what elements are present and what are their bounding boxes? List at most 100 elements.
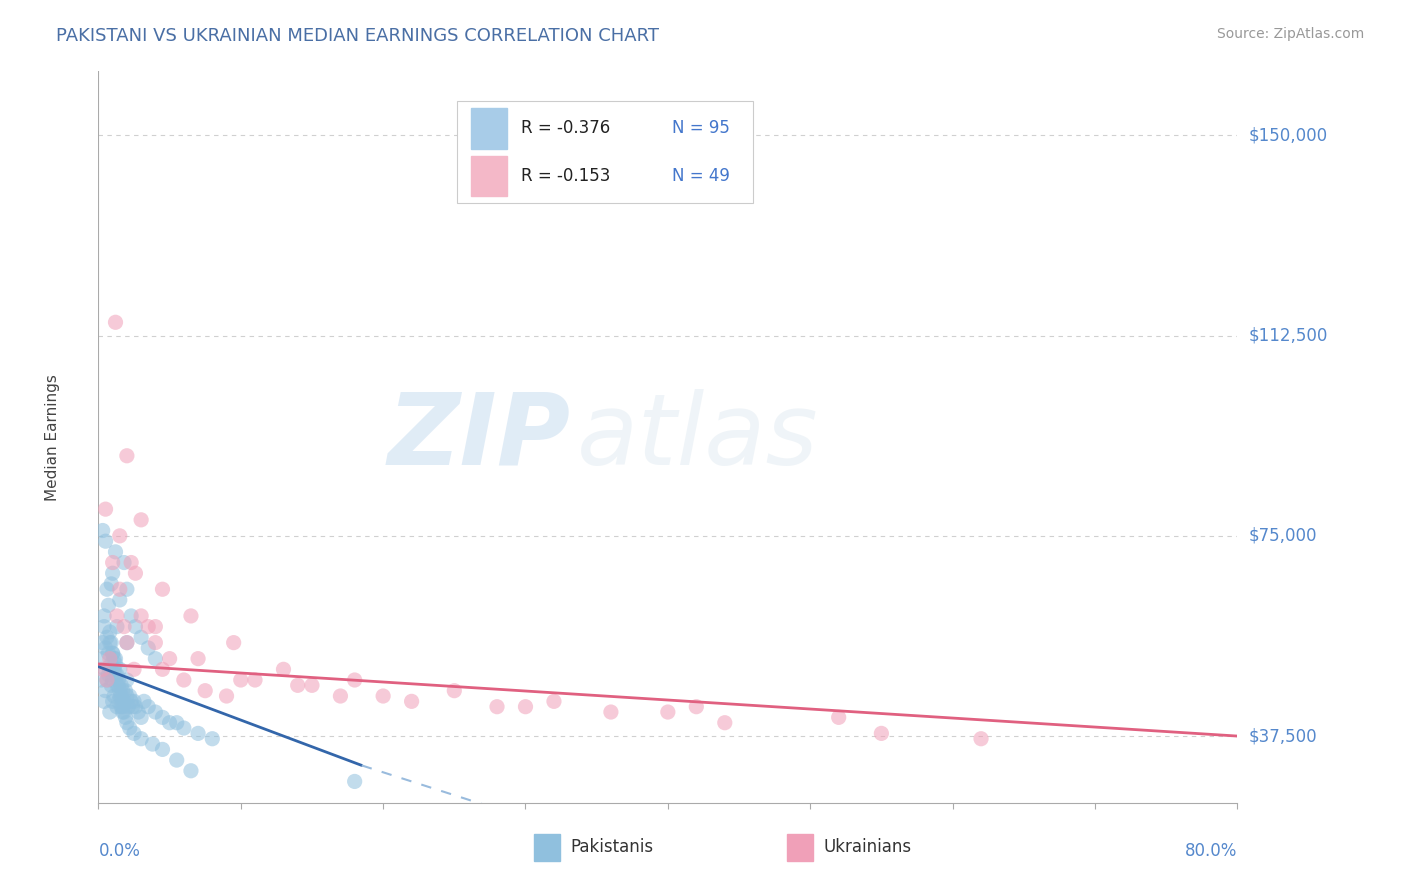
Text: N = 49: N = 49 <box>672 167 730 185</box>
Text: ZIP: ZIP <box>388 389 571 485</box>
Point <box>93 619 115 633</box>
Point <box>443 683 465 698</box>
Text: PAKISTANI VS UKRAINIAN MEDIAN EARNINGS CORRELATION CHART: PAKISTANI VS UKRAINIAN MEDIAN EARNINGS C… <box>56 27 659 45</box>
Point <box>145 619 167 633</box>
Point <box>118 721 141 735</box>
Point <box>159 651 181 665</box>
Point <box>110 699 132 714</box>
Point <box>401 694 423 708</box>
Point <box>105 619 128 633</box>
Point <box>105 609 128 624</box>
Point <box>145 635 167 649</box>
Point <box>129 609 152 624</box>
Point <box>98 635 121 649</box>
Point <box>371 689 394 703</box>
Text: Pakistanis: Pakistanis <box>571 838 654 856</box>
Point <box>104 315 127 329</box>
Text: atlas: atlas <box>576 389 818 485</box>
Point <box>685 699 707 714</box>
Point <box>122 726 145 740</box>
Point <box>104 657 127 671</box>
Point <box>215 689 238 703</box>
Point <box>343 774 366 789</box>
Text: N = 95: N = 95 <box>672 120 730 137</box>
Point <box>120 609 142 624</box>
Point <box>101 566 124 581</box>
Point <box>105 699 128 714</box>
Point <box>112 705 135 719</box>
Point <box>94 640 117 655</box>
Point <box>870 726 893 740</box>
Point <box>98 651 121 665</box>
Point <box>115 689 138 703</box>
Point <box>97 599 120 613</box>
Point <box>124 566 146 581</box>
Point <box>222 635 245 649</box>
Point <box>152 582 174 597</box>
Point <box>103 651 125 665</box>
Point <box>129 710 152 724</box>
Point <box>93 694 115 708</box>
Text: 80.0%: 80.0% <box>1185 842 1237 860</box>
Point <box>141 737 163 751</box>
Point <box>110 689 132 703</box>
Point <box>96 582 118 597</box>
Point <box>129 731 152 746</box>
Text: R = -0.376: R = -0.376 <box>522 120 610 137</box>
Point <box>114 710 136 724</box>
Point <box>91 651 114 665</box>
Point <box>152 710 174 724</box>
Point <box>111 699 134 714</box>
Point <box>166 715 188 730</box>
Text: $75,000: $75,000 <box>1249 527 1317 545</box>
Point <box>98 624 121 639</box>
Point <box>129 513 152 527</box>
Text: $112,500: $112,500 <box>1249 326 1327 344</box>
Point <box>97 646 120 660</box>
Point <box>104 651 127 665</box>
Point <box>187 651 209 665</box>
Point <box>115 673 138 687</box>
Point <box>970 731 993 746</box>
Bar <box>471 108 508 149</box>
Point <box>124 699 146 714</box>
Point <box>243 673 266 687</box>
Point <box>132 694 155 708</box>
Point <box>101 673 124 687</box>
Point <box>329 689 352 703</box>
Point <box>120 556 142 570</box>
Point <box>114 683 136 698</box>
Point <box>107 673 129 687</box>
Point <box>117 699 139 714</box>
Point <box>91 524 114 538</box>
Text: $37,500: $37,500 <box>1249 727 1317 745</box>
Point <box>159 715 181 730</box>
Point <box>104 667 127 681</box>
Point <box>657 705 679 719</box>
Point <box>98 705 121 719</box>
Point <box>90 673 112 687</box>
Point <box>103 662 125 676</box>
Point <box>110 678 132 692</box>
Point <box>96 673 118 687</box>
Point <box>96 673 118 687</box>
Point <box>105 667 128 681</box>
Point <box>101 646 124 660</box>
Point <box>94 502 117 516</box>
Point <box>122 694 145 708</box>
Point <box>98 662 121 676</box>
Point <box>115 582 138 597</box>
Point <box>108 683 131 698</box>
Point <box>111 683 134 698</box>
Point <box>136 699 159 714</box>
Point <box>145 651 167 665</box>
Point <box>124 619 146 633</box>
Point <box>100 678 122 692</box>
Point <box>105 678 128 692</box>
Point <box>97 667 120 681</box>
Point <box>103 689 125 703</box>
Point <box>101 694 124 708</box>
Point <box>112 556 135 570</box>
Point <box>229 673 252 687</box>
Point <box>91 662 114 676</box>
